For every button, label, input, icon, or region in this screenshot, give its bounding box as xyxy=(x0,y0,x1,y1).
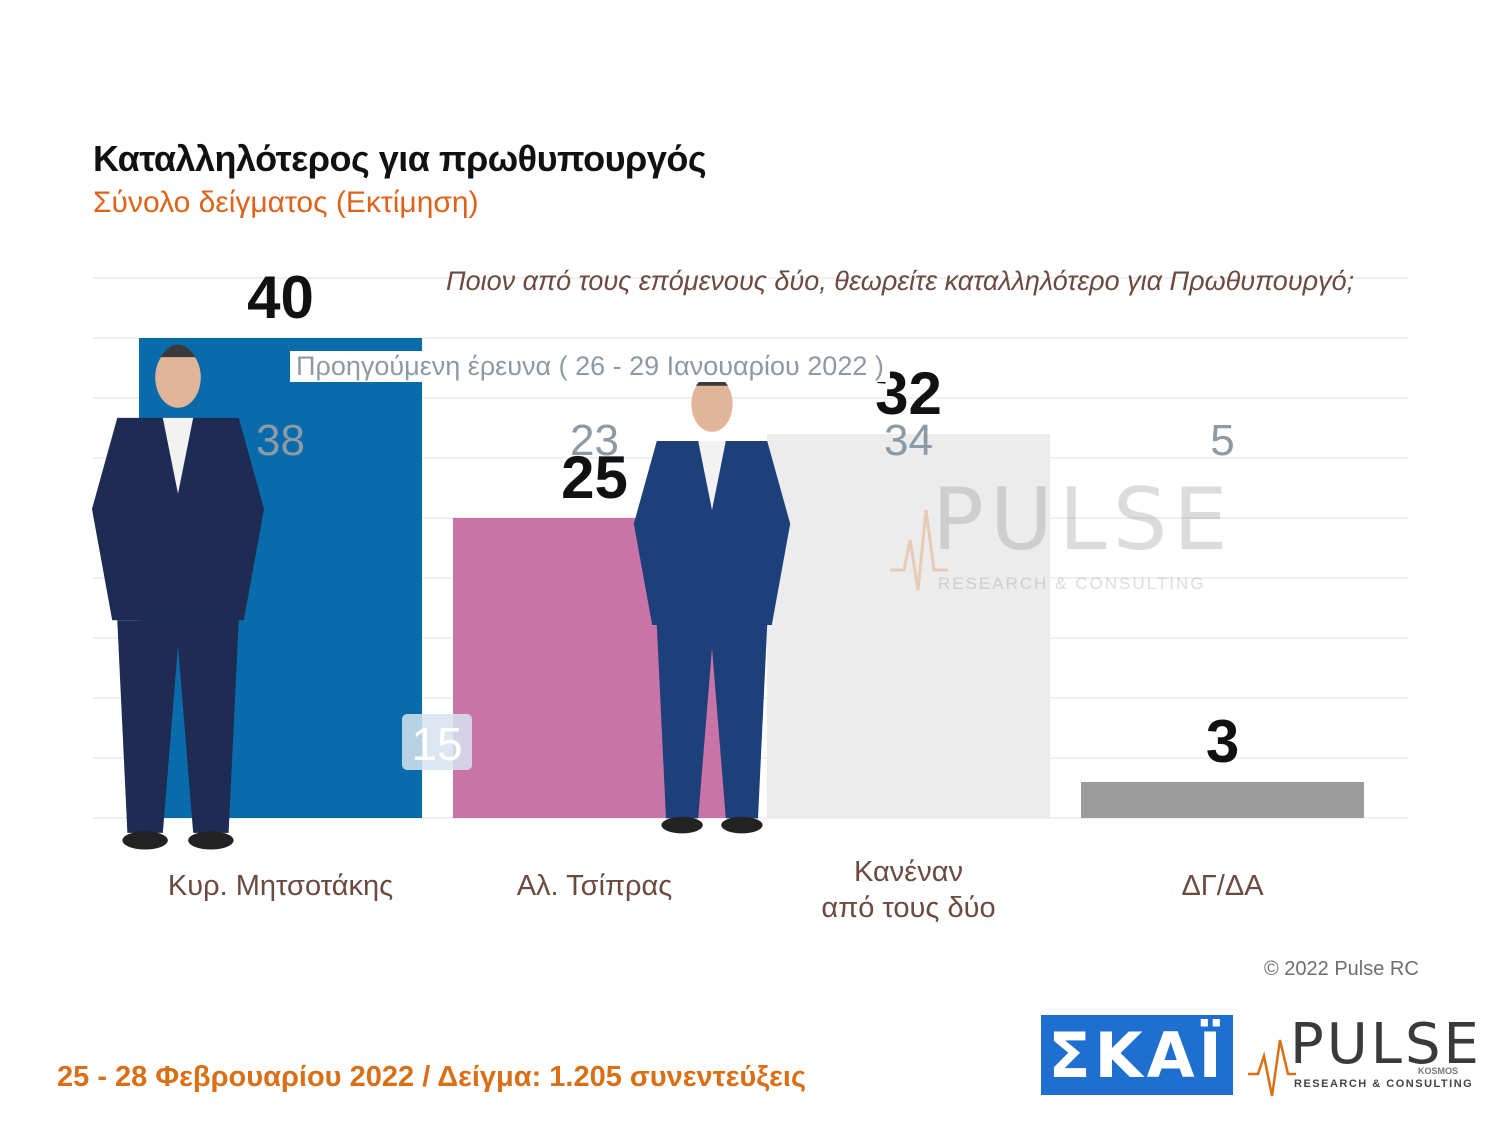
fieldwork-info: 25 - 28 Φεβρουαρίου 2022 / Δείγμα: 1.205… xyxy=(57,1061,807,1093)
chart-title: Καταλληλότερος για πρωθυπουργός xyxy=(93,138,707,179)
copyright-text: © 2022 Pulse RC xyxy=(1264,958,1419,980)
previous-survey-label: Προηγούμενη έρευνα ( 26 - 29 Ιανουαρίου … xyxy=(290,351,890,382)
previous-value-label: 5 xyxy=(1210,416,1234,465)
bar xyxy=(1081,782,1364,818)
gap-label-box xyxy=(402,714,472,770)
pulse-watermark: PULSE RESEARCH & CONSULTING xyxy=(890,470,1228,600)
bar xyxy=(767,434,1050,818)
category-label: ΔΓ/ΔΑ xyxy=(1181,870,1264,902)
people-photos xyxy=(91,344,791,850)
category-label: Αλ. Τσίπρας xyxy=(517,870,673,902)
chart-subtitle: Σύνολο δείγματος (Εκτίμηση) xyxy=(93,186,479,219)
person-figure xyxy=(91,344,265,850)
previous-value-label: 38 xyxy=(256,416,305,465)
value-label: 25 xyxy=(561,444,628,511)
skai-logo: ΣΚΑΪ xyxy=(1041,1015,1233,1095)
category-label: από τους δύο xyxy=(821,892,995,924)
person-figure xyxy=(633,374,791,834)
gap-label: 15 xyxy=(411,718,462,770)
previous-value-label: 23 xyxy=(570,416,619,465)
survey-question: Ποιον από τους επόμενους δύο, θεωρείτε κ… xyxy=(446,266,1355,296)
category-label: Κυρ. Μητσοτάκης xyxy=(168,870,393,902)
value-label: 40 xyxy=(247,264,314,331)
previous-value-label: 34 xyxy=(884,416,933,465)
value-label: 3 xyxy=(1206,708,1239,775)
category-label: Κανέναν xyxy=(854,856,963,888)
pulse-logo: PULSE KOSMOS RESEARCH & CONSULTING xyxy=(1248,1012,1479,1102)
